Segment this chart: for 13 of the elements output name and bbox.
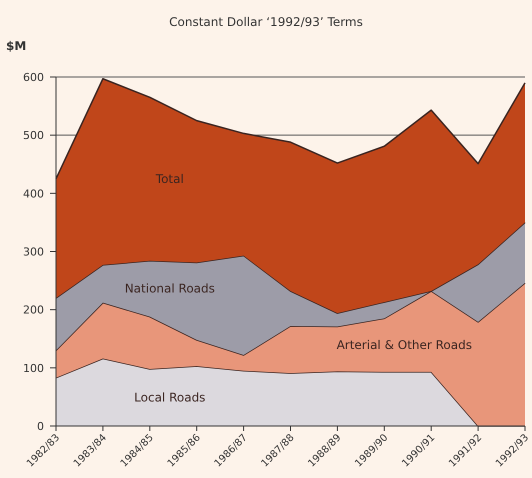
series-label: National Roads — [124, 282, 215, 296]
series-label: Total — [154, 172, 184, 186]
y-tick-label: 400 — [23, 187, 44, 200]
series-label: Local Roads — [134, 390, 206, 404]
y-axis-title: $M — [6, 39, 26, 53]
y-tick-label: 100 — [23, 362, 44, 375]
y-tick-label: 0 — [37, 420, 44, 433]
chart-title: Constant Dollar ‘1992/93’ Terms — [169, 15, 363, 29]
y-tick-label: 600 — [23, 71, 44, 84]
series-label: Arterial & Other Roads — [336, 338, 472, 352]
y-tick-label: 200 — [23, 304, 44, 317]
y-tick-label: 500 — [23, 129, 44, 142]
y-tick-label: 300 — [23, 246, 44, 258]
